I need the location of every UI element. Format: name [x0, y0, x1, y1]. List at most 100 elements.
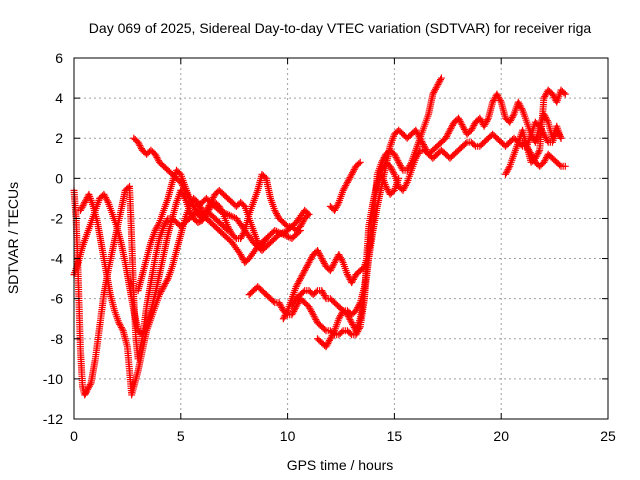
data-point [431, 87, 439, 95]
data-point [561, 162, 569, 170]
data-point [293, 281, 301, 289]
data-point [283, 308, 291, 316]
data-point [402, 180, 410, 188]
data-point [331, 206, 339, 214]
data-point [187, 198, 195, 206]
data-point [349, 169, 357, 177]
data-point [540, 110, 548, 118]
data-point [275, 299, 283, 307]
series-4 [134, 166, 313, 295]
data-point [160, 283, 168, 291]
data-point [79, 202, 87, 210]
data-point [278, 229, 286, 237]
data-point [525, 145, 533, 153]
data-point [420, 142, 428, 150]
data-point [330, 260, 338, 268]
data-point [347, 317, 355, 325]
y-tick-label: 6 [55, 50, 63, 66]
data-point [314, 247, 322, 255]
x-tick-label: 25 [600, 428, 616, 444]
data-point [314, 248, 322, 256]
data-point [154, 222, 162, 230]
data-point [526, 149, 534, 157]
data-point [302, 263, 310, 271]
data-point [312, 316, 320, 324]
data-point [299, 218, 307, 226]
data-point [301, 267, 309, 275]
data-point [459, 122, 467, 130]
data-point [392, 153, 400, 161]
series-11 [519, 138, 569, 170]
data-point [308, 308, 316, 316]
data-point [77, 205, 85, 213]
data-point [152, 152, 160, 160]
data-point [448, 123, 456, 131]
data-point [136, 141, 144, 149]
y-tick-label: -6 [51, 291, 64, 307]
data-point [402, 182, 410, 190]
data-point [419, 141, 427, 149]
data-point [348, 279, 356, 287]
data-point [319, 288, 327, 296]
data-point [397, 163, 405, 171]
data-point [162, 278, 170, 286]
data-point [333, 202, 341, 210]
data-point [321, 293, 329, 301]
data-point [388, 166, 396, 174]
data-point [294, 279, 302, 287]
data-point [390, 169, 398, 177]
data-point [272, 210, 280, 218]
data-point [163, 276, 171, 284]
data-point [347, 172, 355, 180]
data-point [324, 340, 332, 348]
data-point [82, 388, 90, 396]
data-point [275, 230, 283, 238]
data-point [421, 144, 429, 152]
data-point [343, 178, 351, 186]
data-point [315, 250, 323, 258]
data-point [496, 97, 504, 105]
x-tick-label: 10 [280, 428, 296, 444]
data-point [482, 119, 490, 127]
series-2 [76, 190, 232, 399]
data-point [505, 164, 513, 172]
series-9 [326, 158, 364, 214]
data-point [277, 230, 285, 238]
data-point [509, 112, 517, 120]
y-tick-label: 0 [55, 170, 63, 186]
y-tick-label: -12 [43, 411, 63, 427]
data-point [518, 105, 526, 113]
data-point [202, 206, 210, 214]
data-point [327, 265, 335, 273]
data-point [525, 147, 533, 155]
data-point [561, 90, 569, 98]
data-point [198, 214, 206, 222]
data-point [493, 90, 501, 98]
data-point [530, 155, 538, 163]
x-tick-label: 20 [493, 428, 509, 444]
data-point [384, 186, 392, 194]
data-point [288, 311, 296, 319]
data-point [292, 283, 300, 291]
series-8 [314, 90, 565, 351]
data-point [117, 324, 125, 332]
data-point [396, 161, 404, 169]
data-point [443, 131, 451, 139]
data-point [80, 200, 88, 208]
data-point [432, 84, 440, 92]
data-point [76, 206, 84, 214]
data-point [298, 219, 306, 227]
data-point [470, 121, 478, 129]
data-point [517, 103, 525, 111]
x-tick-label: 5 [177, 428, 185, 444]
data-point [299, 270, 307, 278]
data-point [495, 93, 503, 101]
x-tick-label: 0 [70, 428, 78, 444]
data-point [337, 254, 345, 262]
data-point [219, 208, 227, 216]
data-point [237, 251, 245, 259]
data-point [331, 257, 339, 265]
data-point [161, 281, 169, 289]
data-point [202, 208, 210, 216]
data-point [447, 125, 455, 133]
